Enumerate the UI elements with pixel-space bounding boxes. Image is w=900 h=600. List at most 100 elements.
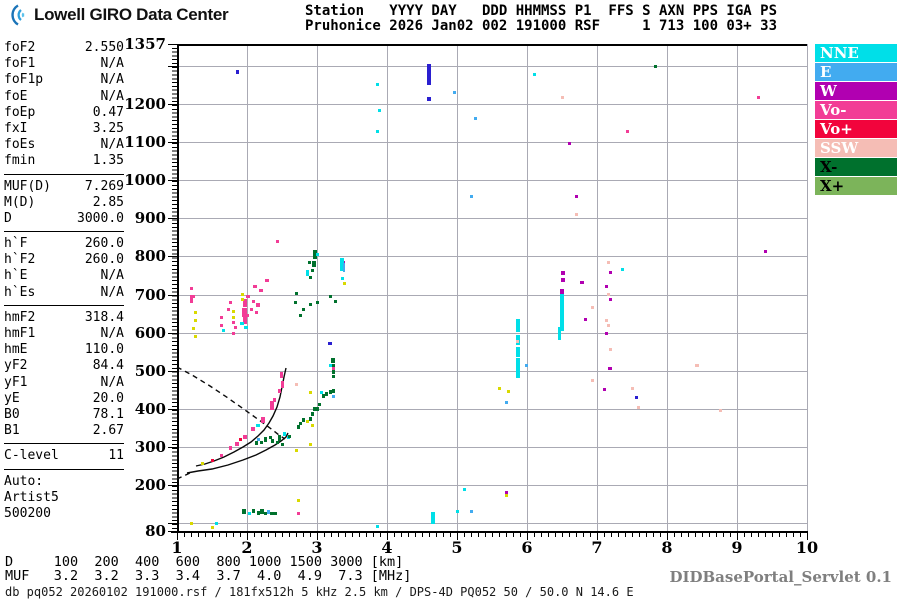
param-row: foF1 N/A — [4, 56, 124, 72]
y-axis-tick-label: 600 — [134, 323, 166, 342]
gridline-vertical — [597, 44, 598, 531]
param-value: 2.67 — [92, 423, 124, 439]
x-axis-minor-ticks — [177, 532, 807, 537]
y-axis-tick-label: 400 — [134, 400, 166, 418]
echo-point — [295, 383, 299, 387]
gridline-horizontal — [177, 332, 807, 334]
echo-point — [274, 511, 278, 515]
echo-point — [427, 64, 431, 86]
echo-point — [515, 334, 520, 345]
legend-item: E — [815, 63, 897, 81]
echo-point — [607, 293, 611, 297]
echo-point — [228, 301, 232, 305]
echo-point — [220, 316, 224, 320]
echo-point — [245, 295, 250, 299]
echo-point — [463, 487, 467, 491]
y-axis-tick-label: 900 — [134, 209, 166, 228]
gridline-horizontal — [177, 103, 807, 105]
gridline-horizontal — [177, 485, 807, 487]
echo-point — [575, 195, 579, 199]
echo-point — [232, 315, 236, 319]
param-label: foF1 — [4, 56, 36, 72]
param-label: foE — [4, 88, 28, 104]
echo-point — [244, 325, 249, 329]
echo-point — [560, 270, 565, 275]
param-value: N/A — [100, 88, 124, 104]
echo-point — [193, 319, 197, 323]
y-axis-tick-label: 1100 — [124, 133, 166, 151]
param-value: 7.269 — [84, 178, 124, 194]
echo-point — [604, 285, 608, 289]
x-axis-major-tick — [597, 532, 598, 540]
param-label: fxI — [4, 120, 28, 136]
param-row: h`E N/A — [4, 268, 124, 284]
echo-point — [321, 394, 325, 398]
echo-point — [232, 331, 236, 335]
param-value: N/A — [100, 374, 124, 390]
echo-point — [621, 267, 625, 271]
param-row: hmF1 N/A — [4, 326, 124, 342]
param-label: foEs — [4, 137, 36, 153]
param-value: 78.1 — [92, 406, 124, 422]
echo-point — [279, 372, 283, 378]
param-label: h`Es — [4, 284, 36, 300]
echo-point — [557, 327, 561, 341]
echo-point — [470, 509, 474, 513]
echo-point — [298, 313, 302, 317]
x-axis-major-tick — [667, 532, 668, 540]
param-row: hmF2 318.4 — [4, 310, 124, 326]
echo-point — [328, 295, 332, 299]
echo-point — [756, 95, 760, 99]
echo-point — [256, 423, 261, 427]
param-label: yF2 — [4, 358, 28, 374]
echo-point — [719, 408, 723, 412]
echo-point — [583, 317, 587, 321]
legend-item-label: X+ — [820, 177, 845, 195]
echo-point — [278, 434, 282, 441]
echo-point — [320, 391, 324, 395]
echo-point — [251, 427, 256, 432]
gridline-horizontal — [177, 409, 807, 410]
gridline-vertical — [457, 44, 458, 531]
echo-point — [568, 142, 572, 146]
y-axis-tick-label: 700 — [134, 285, 166, 304]
echo-point — [296, 424, 300, 429]
param-value: 84.4 — [92, 358, 124, 374]
y-axis-tick-label: 1200 — [124, 94, 166, 113]
echo-point — [251, 299, 255, 303]
param-row: MUF(D) 7.269 — [4, 179, 124, 195]
gridline-horizontal — [177, 370, 807, 372]
echo-direction-legend: NNE E W Vo- Vo+ SSW X- X+ — [815, 44, 897, 196]
legend-item: X- — [815, 158, 897, 176]
param-row: yF2 84.4 — [4, 358, 124, 374]
param-label: B0 — [4, 406, 20, 422]
echo-point — [254, 311, 258, 315]
echo-point — [241, 293, 245, 297]
echo-point — [607, 261, 611, 265]
y-axis-minor-ticks — [172, 44, 177, 531]
param-value: 3000.0 — [77, 210, 124, 226]
y-axis-major-tick — [168, 409, 177, 410]
echo-point — [242, 509, 247, 515]
param-value: N/A — [100, 137, 124, 153]
gridline-horizontal — [177, 294, 807, 296]
echo-point — [310, 423, 314, 427]
echo-point — [340, 258, 345, 272]
y-axis-line — [177, 44, 179, 532]
param-label: B1 — [4, 423, 20, 439]
y-axis-major-tick — [168, 256, 177, 258]
echo-point — [240, 322, 245, 326]
gridline-horizontal — [177, 65, 807, 67]
echo-point — [305, 269, 309, 276]
echo-point — [498, 386, 502, 390]
subfmin-extrapolation-curve — [176, 472, 191, 480]
echo-point — [281, 381, 285, 389]
echo-point — [343, 263, 346, 273]
echo-point — [574, 212, 578, 216]
echo-point — [257, 437, 261, 441]
echo-point — [194, 334, 198, 338]
echo-point — [331, 363, 335, 368]
y-axis-major-tick — [168, 409, 177, 410]
echo-point — [427, 96, 431, 101]
legend-item: NNE — [815, 44, 897, 62]
